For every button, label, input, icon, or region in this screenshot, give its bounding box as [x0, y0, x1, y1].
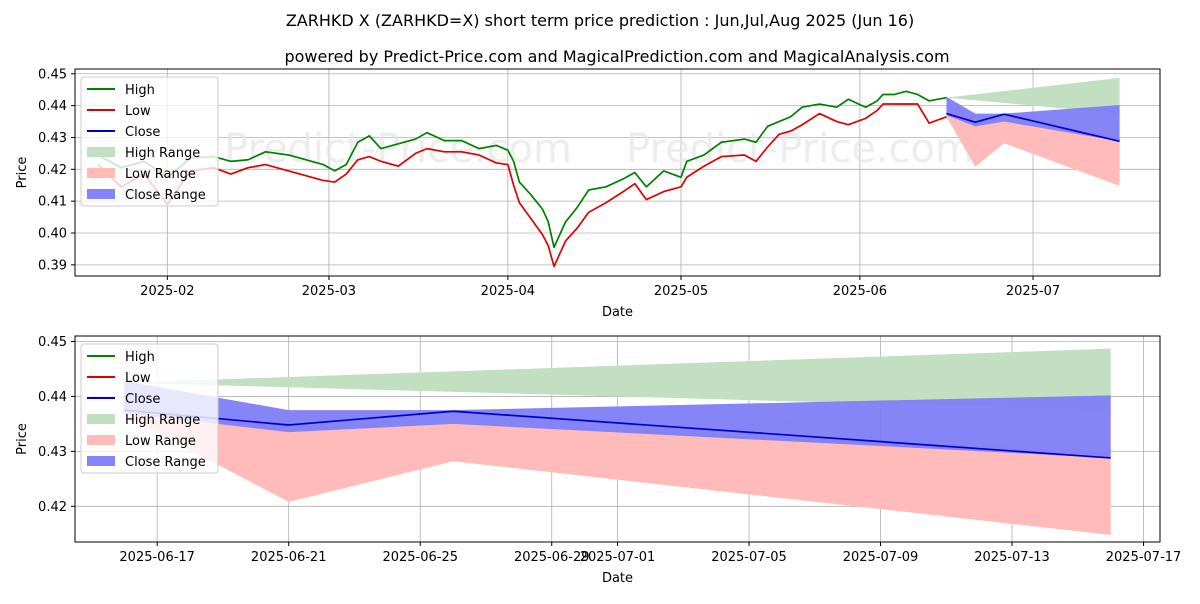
top-x-tick-label-5: 2025-07 [1006, 284, 1060, 299]
top-watermarks: Predict-Price.com Predict-Price.com Predic… [224, 126, 974, 320]
top-legend-close-series-label: Close [125, 125, 160, 140]
bottom-legend-close-range-label: Close Range [125, 455, 206, 470]
chart-title: ZARHKD X (ZARHKD=X) short term price pre… [286, 11, 914, 30]
top-y-axis-label: Price [15, 157, 30, 189]
top-y-tick-label-5: 0.44 [38, 99, 67, 114]
bottom-y-tick-label-0: 0.42 [38, 500, 67, 515]
top-low-series-line [97, 103, 947, 268]
top-x-tick-label-3: 2025-05 [654, 284, 708, 299]
bottom-x-tick-label-4: 2025-07-01 [580, 550, 656, 565]
bottom-plot [124, 348, 1111, 535]
top-y-tick-label-3: 0.42 [38, 163, 67, 178]
top-legend-high-range-swatch [87, 147, 115, 157]
top-watermark-0: Predict-Price.com [224, 126, 572, 172]
bottom-close-range [124, 381, 1111, 458]
bottom-high-range [124, 348, 1111, 411]
top-watermark-2: Predict-Price.com [224, 274, 572, 320]
top-x-tick-label-2: 2025-04 [481, 284, 535, 299]
bottom-legend-high-range-label: High Range [125, 413, 200, 428]
bottom-x-tick-label-1: 2025-06-21 [251, 550, 327, 565]
top-x-tick-label-0: 2025-02 [140, 284, 194, 299]
bottom-x-tick-label-7: 2025-07-13 [974, 550, 1050, 565]
bottom-x-tick-label-2: 2025-06-25 [382, 550, 458, 565]
top-x-tick-label-1: 2025-03 [302, 284, 356, 299]
bottom-y-tick-label-2: 0.44 [38, 390, 67, 405]
top-y-tick-label-2: 0.41 [38, 195, 67, 210]
top-close-range [946, 96, 1120, 142]
top-panel: Predict-Price.com Predict-Price.com Predic… [15, 67, 1161, 320]
bottom-legend-close-series-label: Close [125, 392, 160, 407]
bottom-legend-high-range-swatch [87, 414, 115, 424]
bottom-x-tick-label-0: 2025-06-17 [119, 550, 195, 565]
top-y-tick-label-6: 0.45 [38, 67, 67, 82]
top-x-tick-label-4: 2025-06 [833, 284, 887, 299]
bottom-x-tick-label-8: 2025-07-17 [1106, 550, 1182, 565]
bottom-legend-high-series-label: High [125, 350, 155, 365]
top-legend-box [80, 76, 219, 207]
top-legend-close-range-label: Close Range [125, 188, 206, 203]
top-close-series-line [946, 112, 1120, 143]
top-watermark-3: Predict-Price.com [626, 274, 974, 320]
top-y-tick-label-1: 0.40 [38, 227, 67, 242]
chart-subtitle: powered by Predict-Price.com and Magical… [284, 47, 949, 66]
bottom-y-axis-label: Price [15, 423, 30, 455]
top-legend-low-range-label: Low Range [125, 167, 196, 182]
top-legend: High Low Close High Range Low Range Close Ran… [80, 76, 219, 207]
bottom-legend-box [80, 343, 219, 474]
top-y-tick-label-4: 0.43 [38, 131, 67, 146]
bottom-y-tick-label-3: 0.45 [38, 335, 67, 350]
top-legend-low-series-label: Low [125, 104, 151, 119]
top-high-series-line [97, 90, 947, 249]
bottom-legend-low-range-swatch [87, 435, 115, 445]
bottom-legend-low-range-label: Low Range [125, 434, 196, 449]
bottom-legend-close-range-swatch [87, 456, 115, 466]
top-legend-high-series-label: High [125, 83, 155, 98]
top-plot [97, 77, 1120, 268]
top-legend-close-range-swatch [87, 189, 115, 199]
bottom-legend-low-series-label: Low [125, 371, 151, 386]
top-ticks: 2025-02 2025-03 2025-04 2025-05 2025-06 2025-… [38, 67, 1060, 299]
bottom-legend: High Low Close High Range Low Range Close Ran… [80, 343, 219, 474]
bottom-ticks: 2025-06-17 2025-06-21 2025-06-25 2025-06-29… [38, 335, 1181, 565]
bottom-x-axis-label: Date [602, 571, 633, 586]
top-x-axis-label: Date [602, 305, 633, 320]
top-high-range [946, 77, 1120, 114]
bottom-panel: Predict-Price.comPredict-Price.com2025-0… [15, 335, 1181, 586]
bottom-x-tick-label-3: 2025-06-29 [514, 550, 590, 565]
bottom-y-tick-label-1: 0.43 [38, 445, 67, 460]
bottom-x-tick-label-6: 2025-07-09 [843, 550, 919, 565]
bottom-x-tick-label-5: 2025-07-05 [711, 550, 787, 565]
top-watermark-1: Predict-Price.com [626, 126, 974, 172]
top-legend-high-range-label: High Range [125, 146, 200, 161]
top-legend-low-range-swatch [87, 168, 115, 178]
top-axes-frame [74, 68, 1161, 277]
top-y-tick-label-0: 0.39 [38, 258, 67, 273]
